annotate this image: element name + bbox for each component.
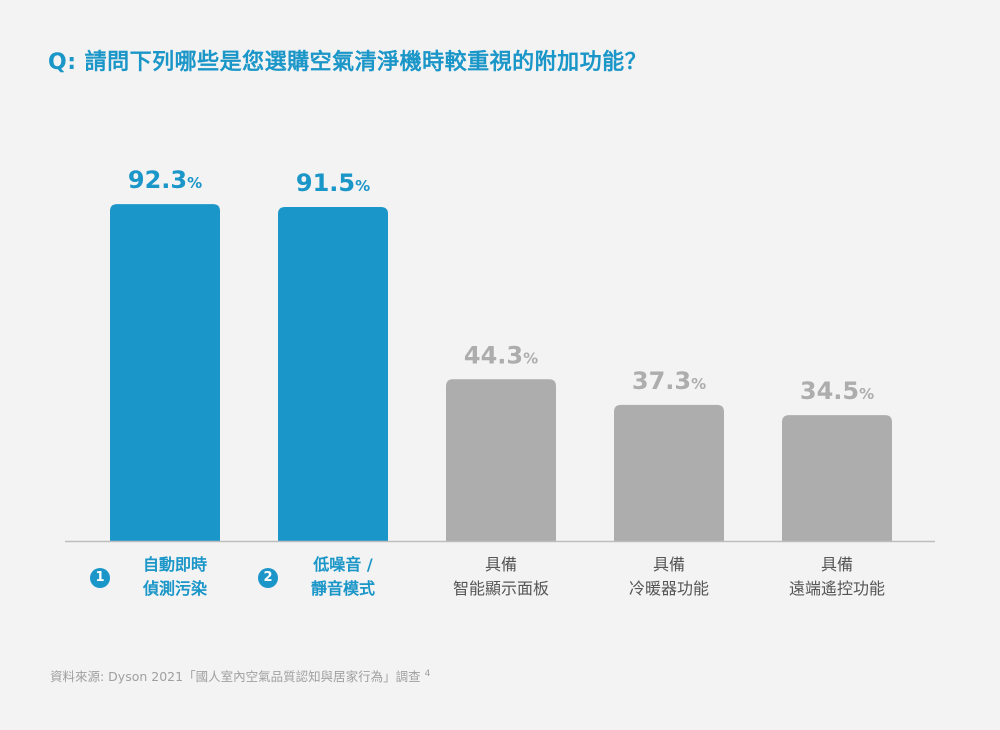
- category-label-4-line1: 具備: [652, 555, 685, 574]
- category-label-5: 具備 遠端遙控功能: [752, 553, 922, 601]
- bar-5: [782, 415, 892, 541]
- category-label-1-line1: 自動即時: [142, 555, 207, 574]
- source-note: 資料來源: Dyson 2021「國人室內空氣品質認知與居家行為」調查 4: [50, 666, 430, 685]
- value-label-4: 37.3%: [632, 367, 706, 395]
- bar-2: [278, 207, 388, 541]
- bar-4: [614, 404, 724, 541]
- number-badge-2: 2: [258, 568, 278, 588]
- category-label-4-line2: 冷暖器功能: [628, 579, 709, 598]
- category-label-2-line1: 低噪音 /: [313, 555, 373, 574]
- category-label-3-line2: 智能顯示面板: [452, 579, 549, 598]
- value-label-2: 91.5%: [296, 169, 370, 197]
- category-label-1-line2: 偵測污染: [142, 579, 207, 598]
- bar-1: [110, 204, 220, 542]
- category-label-1: 1 自動即時 偵測污染: [90, 553, 260, 601]
- category-label-4: 具備 冷暖器功能: [584, 553, 754, 601]
- category-label-2-line2: 靜音模式: [310, 579, 375, 598]
- category-label-3: 具備 智能顯示面板: [416, 553, 586, 601]
- value-label-3: 44.3%: [464, 341, 538, 369]
- value-label-1: 92.3%: [128, 166, 202, 194]
- category-label-5-line1: 具備: [820, 555, 853, 574]
- chart-title: Q: 請問下列哪些是您選購空氣清淨機時較重視的附加功能？: [48, 50, 648, 75]
- category-label-5-line2: 遠端遙控功能: [788, 579, 885, 598]
- bar-3: [446, 379, 556, 541]
- number-badge-1: 1: [90, 568, 110, 588]
- category-label-3-line1: 具備: [484, 555, 517, 574]
- value-label-5: 34.5%: [800, 377, 874, 405]
- category-label-2: 2 低噪音 / 靜音模式: [258, 553, 428, 601]
- source-footnote: 4: [424, 668, 431, 679]
- source-text: 資料來源: Dyson 2021「國人室內空氣品質認知與居家行為」調查: [50, 669, 421, 684]
